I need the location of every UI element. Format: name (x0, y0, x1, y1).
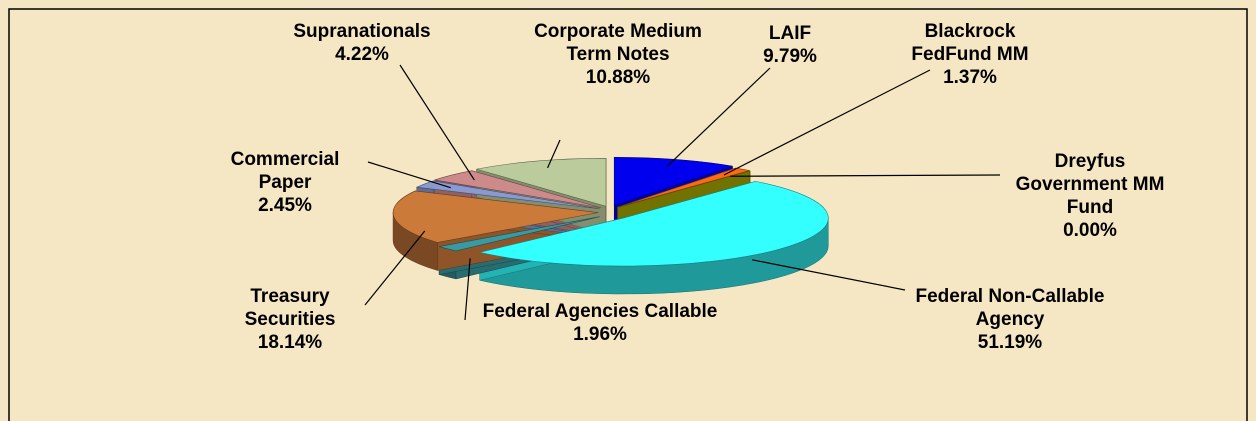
slice-top (479, 181, 829, 267)
pie-tops (392, 157, 829, 267)
slice-value: 18.14% (257, 332, 323, 353)
slice-label: Federal Agencies Callable 1.96% (475, 300, 725, 346)
slice-name: Federal Agencies Callable (482, 301, 718, 322)
leader-line (364, 230, 426, 306)
slice-name: LAIF (768, 23, 812, 44)
slice-top (476, 158, 607, 207)
slice-top (434, 170, 602, 209)
slice-label: LAIF 9.79% (735, 22, 845, 68)
slice-name: Treasury Securities (244, 286, 336, 330)
leader-line (752, 259, 906, 291)
slice-label: Commercial Paper 2.45% (205, 148, 365, 217)
frame (8, 8, 1248, 421)
leader-line (730, 174, 1001, 177)
slice-label: Blackrock FedFund MM 1.37% (885, 20, 1055, 89)
leader-line (547, 139, 561, 169)
slice-value: 4.22% (335, 44, 389, 65)
slice-label: Corporate Medium Term Notes 10.88% (523, 20, 713, 89)
leader-line (464, 258, 471, 321)
slice-name: Dreyfus Government MM Fund (1015, 151, 1165, 218)
slice-name: Commercial Paper (230, 149, 340, 193)
slice-value: 1.37% (943, 67, 997, 88)
slice-label: Treasury Securities 18.14% (210, 285, 370, 354)
slice-value: 2.45% (258, 195, 312, 216)
slice-top (392, 190, 599, 243)
slice-value: 1.96% (573, 324, 627, 345)
slice-top (439, 216, 600, 252)
slice-label: Federal Non-Callable Agency 51.19% (910, 285, 1110, 354)
slice-value: 0.00% (1063, 220, 1117, 241)
leader-line (723, 69, 931, 176)
slice-top (613, 157, 733, 206)
slice-name: Corporate Medium Term Notes (534, 21, 702, 65)
slice-value: 9.79% (763, 46, 817, 67)
slice-label: Supranationals 4.22% (267, 20, 457, 66)
slice-value: 51.19% (977, 332, 1043, 353)
leader-line (367, 161, 451, 189)
slice-name: Federal Non-Callable Agency (915, 286, 1105, 330)
leader-line (399, 64, 475, 181)
leader-line (666, 67, 771, 167)
slice-value: 10.88% (585, 67, 651, 88)
slice-label: Dreyfus Government MM Fund 0.00% (1005, 150, 1175, 242)
slice-name: Blackrock FedFund MM (911, 21, 1029, 65)
slice-name: Supranationals (293, 21, 431, 42)
slice-top (415, 180, 600, 210)
